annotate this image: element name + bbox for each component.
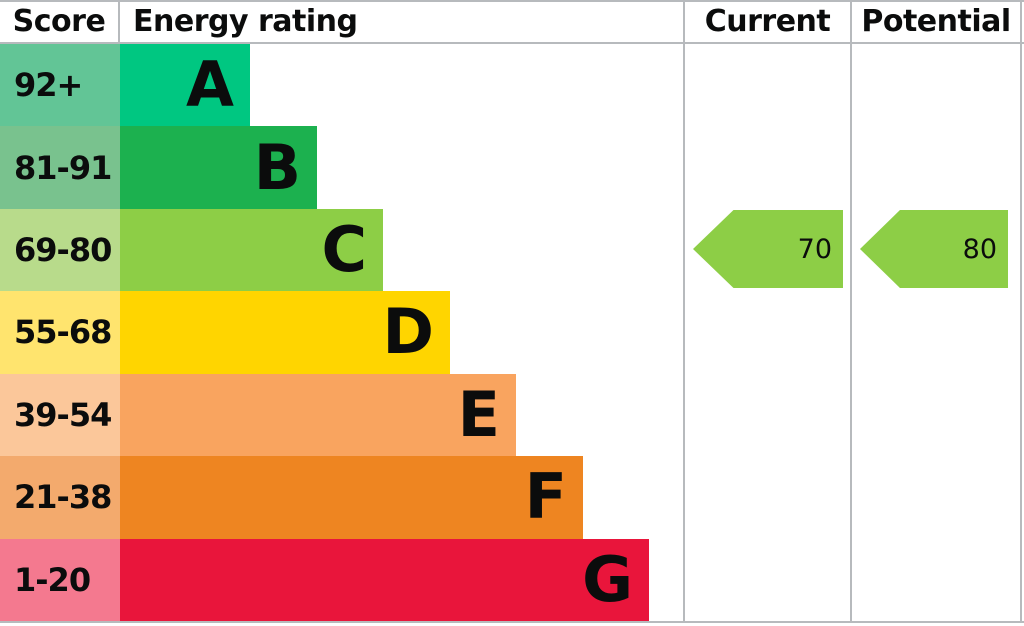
band-row-g: 1-20 G xyxy=(0,538,683,621)
potential-rating-value: 80 xyxy=(962,233,997,265)
score-header-divider xyxy=(118,0,120,42)
score-cell-f: 21-38 xyxy=(0,456,120,539)
band-letter-f: F xyxy=(524,460,567,534)
current-column-divider xyxy=(683,0,685,623)
potential-rating-arrow: 80 xyxy=(860,210,1008,288)
band-row-a: 92+ A xyxy=(0,44,683,127)
header-row: Score Energy rating Current Potential xyxy=(0,0,1024,42)
band-rows: 92+ A 81-91 B 69-80 C 55-68 D 39-54 xyxy=(0,44,683,621)
score-cell-c: 69-80 xyxy=(0,208,120,292)
band-letter-d: D xyxy=(382,295,434,369)
header-bottom-border xyxy=(0,42,1024,44)
band-bar-b: B xyxy=(120,126,317,209)
border-top xyxy=(0,0,1024,2)
current-rating-value: 70 xyxy=(797,233,832,265)
score-cell-a: 92+ xyxy=(0,44,120,127)
band-row-c: 69-80 C xyxy=(0,208,683,292)
band-letter-e: E xyxy=(457,377,500,451)
band-bar-a: A xyxy=(120,44,250,127)
header-potential: Potential xyxy=(861,3,1011,39)
band-row-f: 21-38 F xyxy=(0,456,683,539)
header-score: Score xyxy=(12,3,106,39)
band-row-b: 81-91 B xyxy=(0,126,683,209)
score-cell-d: 55-68 xyxy=(0,291,120,374)
score-cell-b: 81-91 xyxy=(0,126,120,209)
header-current: Current xyxy=(704,3,831,39)
border-right xyxy=(1020,0,1022,623)
border-bottom xyxy=(0,621,1024,623)
current-rating-arrow: 70 xyxy=(693,210,843,288)
band-letter-b: B xyxy=(253,130,301,204)
band-row-d: 55-68 D xyxy=(0,291,683,374)
score-cell-e: 39-54 xyxy=(0,373,120,457)
score-cell-g: 1-20 xyxy=(0,538,120,621)
band-letter-a: A xyxy=(186,48,234,122)
potential-column-divider xyxy=(850,0,852,623)
header-energy-rating: Energy rating xyxy=(133,3,358,39)
band-bar-d: D xyxy=(120,291,450,374)
band-letter-g: G xyxy=(582,542,633,616)
band-bar-f: F xyxy=(120,456,583,539)
band-bar-c: C xyxy=(120,208,383,292)
band-row-e: 39-54 E xyxy=(0,373,683,457)
band-bar-g: G xyxy=(120,538,649,621)
band-letter-c: C xyxy=(321,213,367,287)
band-bar-e: E xyxy=(120,373,516,457)
